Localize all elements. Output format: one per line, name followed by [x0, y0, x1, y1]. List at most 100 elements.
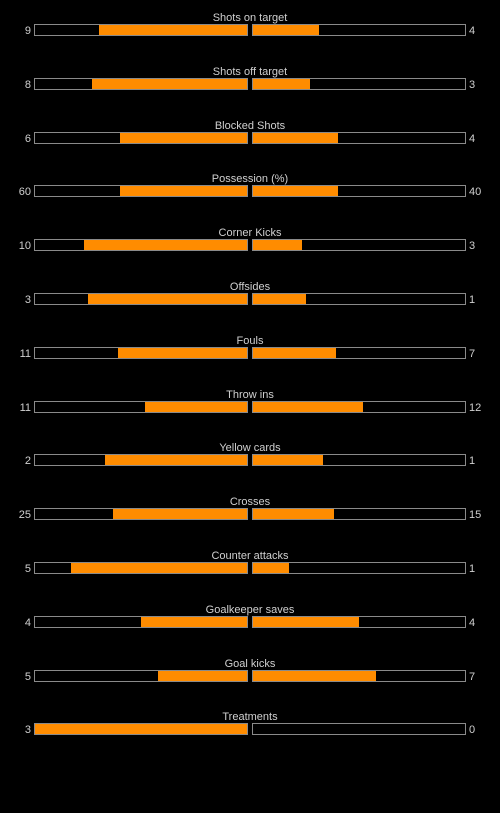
stat-row: Fouls 11 7: [0, 334, 500, 374]
stat-row: Shots on target 9 4: [0, 11, 500, 51]
stat-label: Offsides: [229, 281, 271, 293]
away-bar-fill: [253, 78, 311, 89]
home-bar: [34, 239, 248, 252]
home-bar-fill: [92, 78, 247, 89]
home-bar-fill: [98, 25, 247, 35]
stat-label: Yellow cards: [219, 442, 281, 455]
away-bar-fill: [253, 132, 338, 143]
stat-label: Blocked Shots: [214, 119, 286, 132]
away-bar: [252, 454, 466, 467]
away-bar-fill: [253, 563, 290, 573]
stat-label: Fouls: [236, 334, 264, 347]
away-value: 0: [469, 724, 476, 737]
home-bar: [34, 669, 248, 682]
home-bar-fill: [141, 616, 247, 627]
home-value: 2: [24, 455, 31, 468]
home-bar: [34, 723, 248, 736]
away-bar: [252, 508, 466, 521]
away-value: 1: [469, 563, 476, 575]
away-bar-fill: [253, 186, 338, 197]
away-value: 4: [469, 616, 476, 629]
away-bar-fill: [253, 25, 319, 35]
away-value: 7: [469, 347, 476, 360]
home-bar-fill: [157, 670, 247, 681]
stat-label: Goal kicks: [224, 657, 276, 670]
stat-label: Shots off target: [212, 65, 288, 78]
home-value: 10: [18, 240, 31, 253]
stat-row: Throw ins 11 12: [0, 388, 500, 428]
away-bar: [252, 346, 466, 359]
away-bar-fill: [253, 455, 323, 466]
home-value: 8: [24, 78, 31, 91]
away-bar: [252, 24, 466, 36]
away-value: 40: [469, 186, 482, 199]
away-value: 15: [469, 509, 482, 522]
away-value: 3: [469, 240, 476, 253]
home-bar-fill: [71, 563, 247, 573]
home-bar: [34, 346, 248, 359]
away-bar-fill: [253, 294, 306, 304]
home-bar-fill: [104, 455, 247, 466]
away-value: 12: [469, 401, 482, 414]
home-bar: [34, 400, 248, 413]
stat-row: Yellow cards 2 1: [0, 441, 500, 481]
away-bar: [252, 77, 466, 90]
home-bar-fill: [117, 347, 247, 358]
stat-label: Crosses: [229, 496, 271, 509]
home-bar: [34, 508, 248, 521]
home-bar-fill: [145, 401, 247, 412]
home-bar: [34, 454, 248, 467]
away-bar-fill: [253, 509, 334, 520]
home-bar-fill: [119, 186, 247, 197]
home-value: 11: [19, 347, 31, 360]
home-bar: [34, 24, 248, 36]
home-value: 9: [24, 25, 31, 37]
stat-row: Treatments 3 0: [0, 710, 500, 750]
home-value: 60: [18, 186, 31, 199]
away-value: 7: [469, 670, 476, 683]
home-value: 3: [24, 294, 31, 306]
away-bar: [252, 239, 466, 252]
stat-row: Shots off target 8 3: [0, 65, 500, 105]
stat-row: Possession (%) 60 40: [0, 172, 500, 212]
stat-label: Shots on target: [212, 12, 288, 24]
away-bar-fill: [253, 670, 376, 681]
stat-label: Corner Kicks: [218, 227, 282, 240]
home-bar: [34, 293, 248, 305]
away-value: 3: [469, 78, 476, 91]
home-value: 3: [24, 724, 31, 737]
stat-label: Possession (%): [211, 173, 289, 186]
away-bar: [252, 615, 466, 628]
stat-row: Offsides 3 1: [0, 280, 500, 320]
stat-row: Goal kicks 5 7: [0, 657, 500, 697]
away-bar: [252, 669, 466, 682]
home-value: 4: [24, 616, 31, 629]
stat-row: Blocked Shots 6 4: [0, 119, 500, 159]
stat-row: Counter attacks 5 1: [0, 549, 500, 589]
away-value: 4: [469, 25, 476, 37]
stat-label: Counter attacks: [211, 550, 289, 562]
away-bar: [252, 723, 466, 736]
away-bar: [252, 293, 466, 305]
home-bar-fill: [88, 294, 247, 304]
stat-label: Throw ins: [226, 388, 274, 401]
away-value: 1: [469, 294, 476, 306]
home-bar: [34, 185, 248, 198]
home-bar: [34, 615, 248, 628]
home-bar-fill: [113, 509, 247, 520]
away-bar-fill: [253, 347, 336, 358]
stat-label: Treatments: [222, 711, 278, 724]
stat-row: Crosses 25 15: [0, 495, 500, 535]
away-bar: [252, 400, 466, 413]
away-bar-fill: [253, 240, 302, 251]
home-value: 5: [24, 670, 31, 683]
away-bar-fill: [253, 616, 359, 627]
stat-label: Goalkeeper saves: [205, 603, 295, 616]
away-value: 1: [469, 455, 476, 468]
home-bar: [34, 562, 248, 574]
away-bar-fill: [253, 401, 364, 412]
away-bar: [252, 131, 466, 144]
away-bar: [252, 185, 466, 198]
home-bar: [34, 131, 248, 144]
